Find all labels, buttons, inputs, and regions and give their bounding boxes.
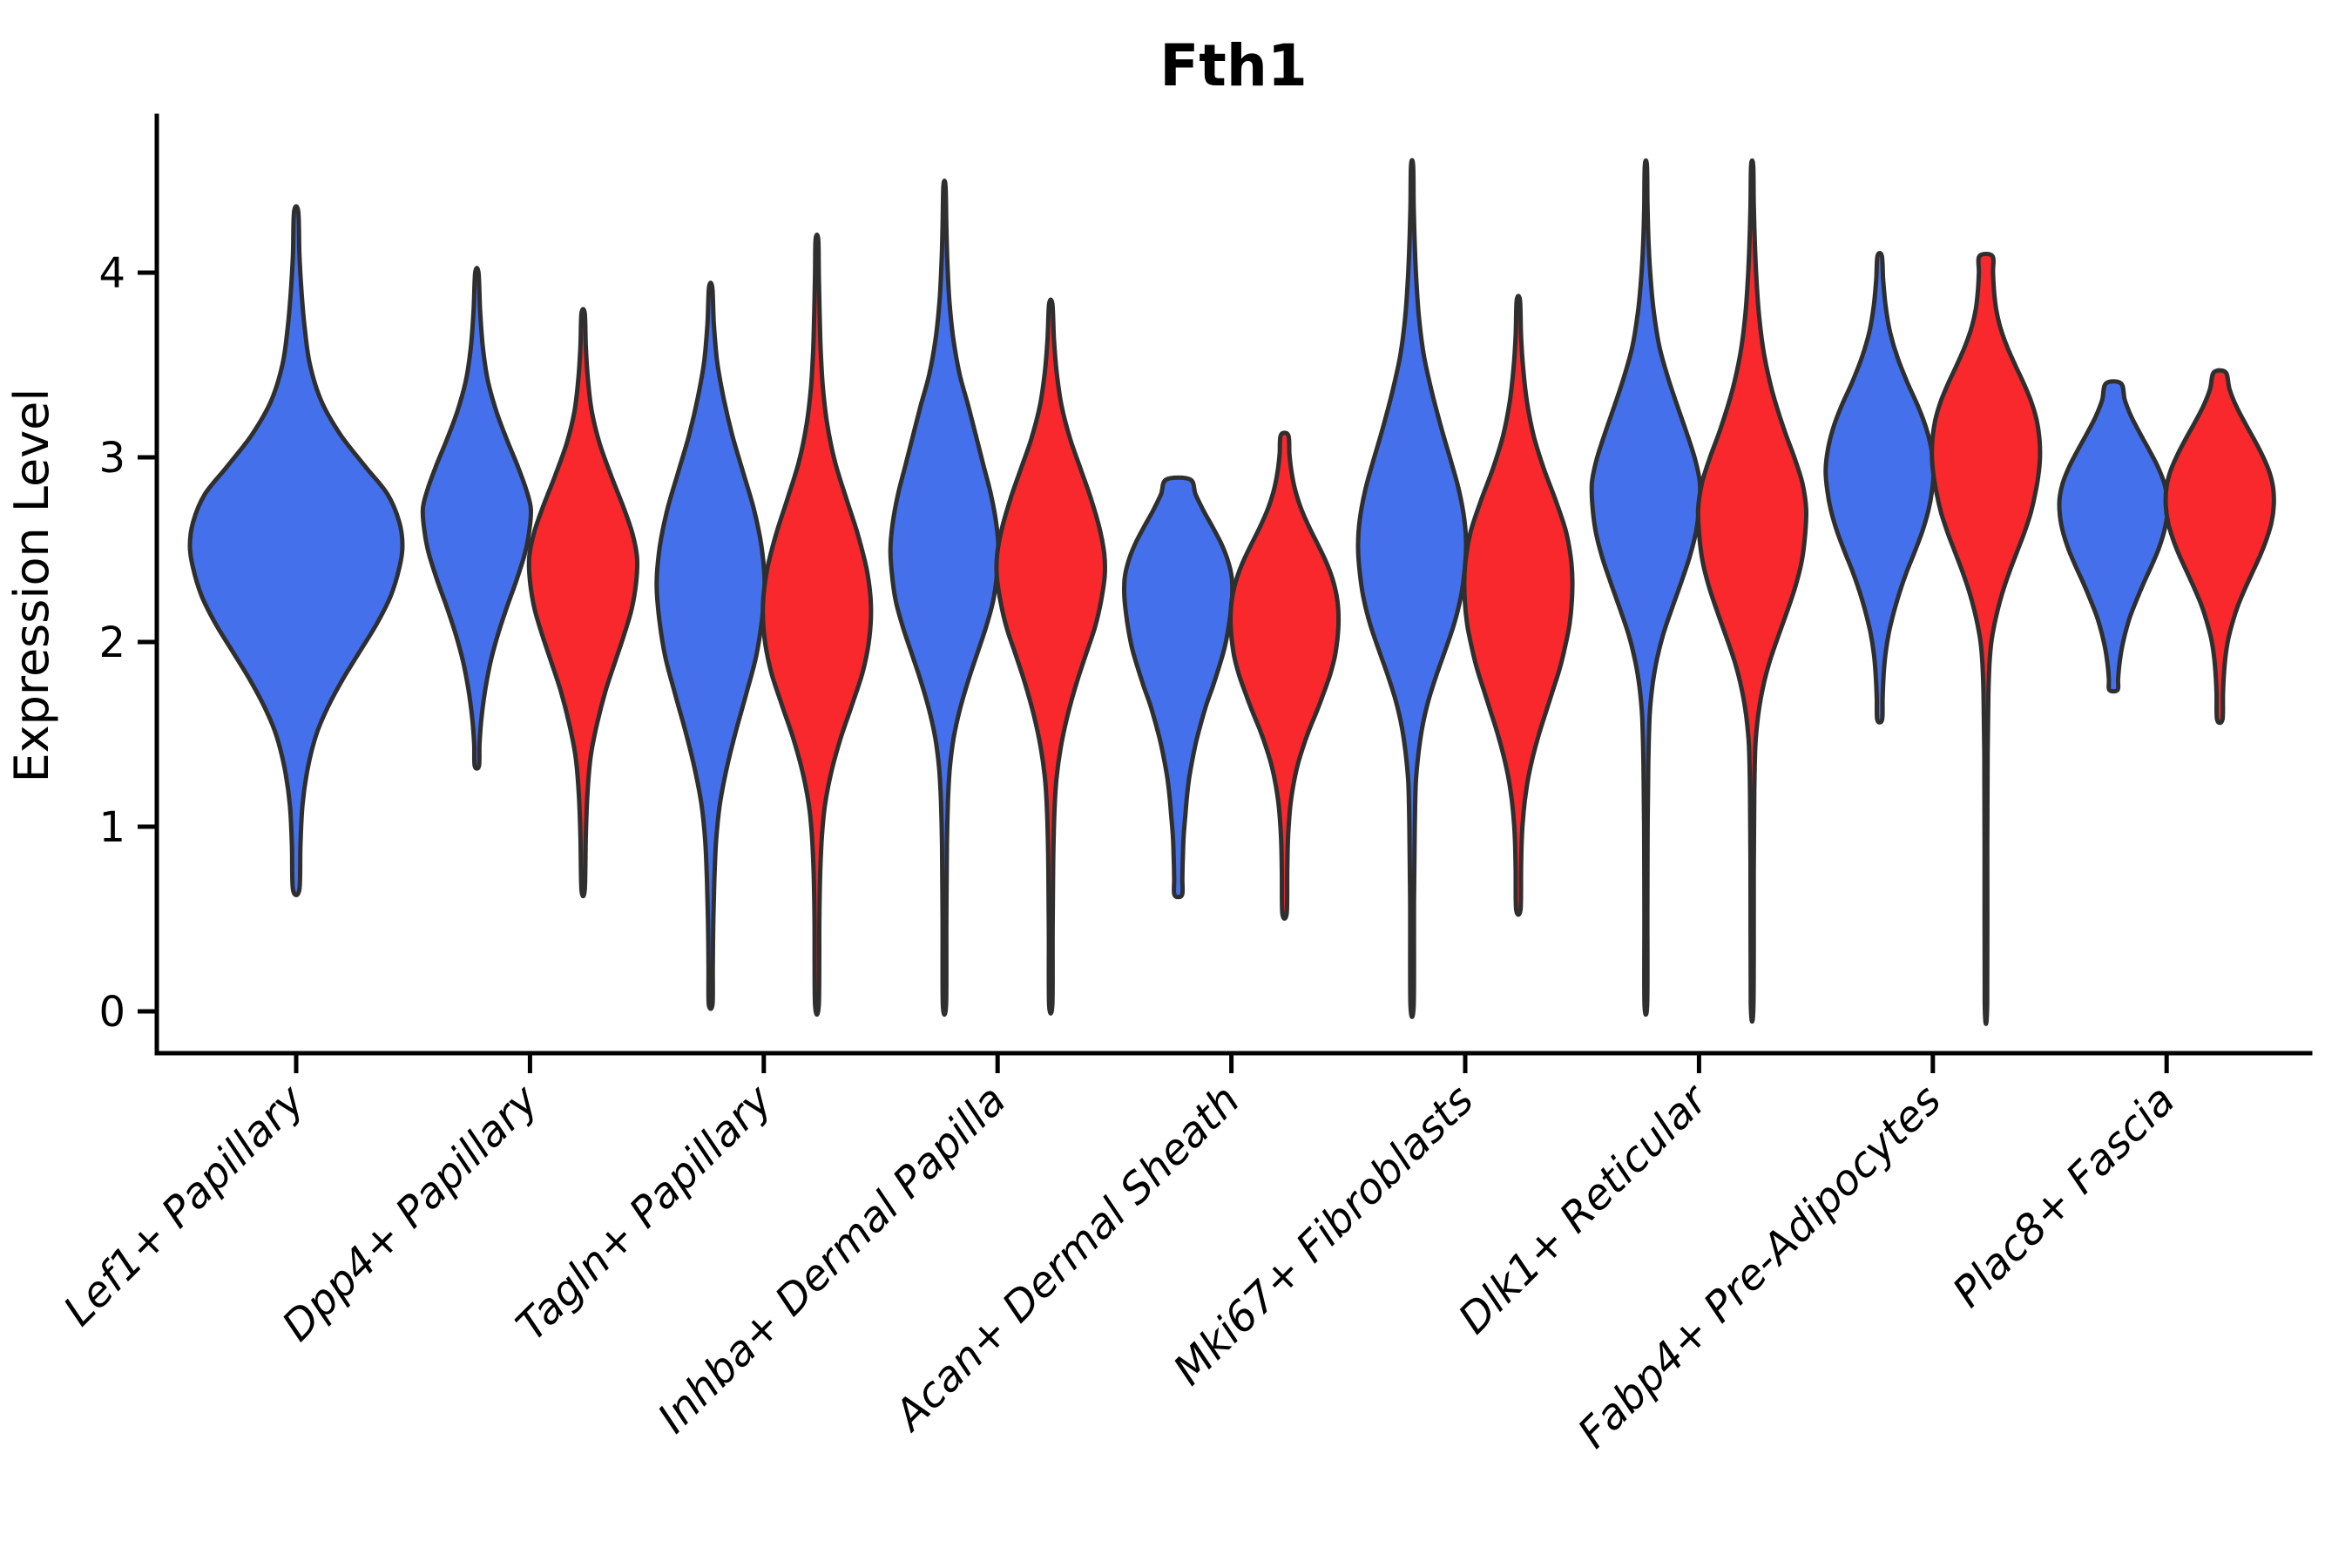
x-tick-label-dlk1-reticular: Dlk1+ Reticular [1450,1074,1720,1344]
violin-mki67-fibroblasts-blue [1355,158,1469,1019]
violin-inhba-dermal-papilla-blue [888,179,1001,1017]
violins-layer [187,158,2276,1026]
violin-fabp4-pre-adipocytes-red [1930,252,2043,1026]
violin-plac8-fascia-red [2163,368,2276,726]
violin-lef1-papillary-blue [187,204,405,897]
violin-dpp4-papillary-red [526,307,640,899]
y-axis-label: Expression Level [4,389,59,783]
violin-plac8-fascia-blue [2057,379,2170,694]
violin-acan-dermal-sheath-blue [1121,475,1235,900]
x-tick-label-plac8-fascia: Plac8+ Fascia [1943,1076,2185,1317]
y-tick-label-1: 1 [98,803,125,852]
x-tick-label-lef1-papillary: Lef1+ Papillary [54,1075,314,1335]
y-tick-label-0: 0 [98,988,125,1037]
violin-mki67-fibroblasts-red [1462,294,1575,917]
chart-title: Fth1 [1159,32,1308,99]
axes-layer [138,113,2313,1073]
violin-tagln-papillary-blue [654,280,767,1011]
violin-dlk1-reticular-blue [1589,158,1703,1017]
violin-tagln-papillary-red [760,233,874,1017]
y-tick-label-3: 3 [98,434,125,483]
x-tick-label-dpp4-papillary: Dpp4+ Papillary [273,1075,548,1350]
x-tick-label-tagln-papillary: Tagln+ Papillary [507,1075,782,1350]
violin-inhba-dermal-papilla-red [994,297,1108,1016]
y-tick-label-2: 2 [98,618,125,667]
violin-acan-dermal-sheath-red [1228,430,1342,921]
violin-dlk1-reticular-red [1695,158,1809,1024]
violin-fabp4-pre-adipocytes-blue [1823,251,1936,725]
violin-dpp4-papillary-blue [420,266,534,771]
y-tick-label-4: 4 [98,249,125,298]
